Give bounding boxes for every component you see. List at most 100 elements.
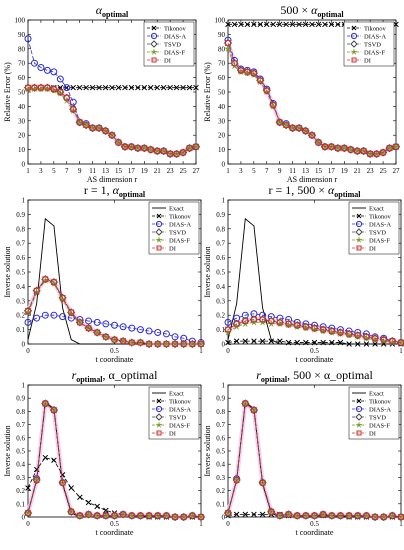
data-point-di	[398, 514, 404, 520]
y-tick-label: 0.1	[16, 500, 25, 508]
data-point-di	[242, 400, 249, 407]
series-group	[223, 399, 404, 522]
data-point-tikonov	[102, 84, 109, 91]
legend-label: DIAS-F	[169, 237, 190, 244]
y-tick-label: 0.8	[216, 225, 225, 233]
data-point-dias-a	[63, 84, 71, 92]
data-point-di	[354, 512, 361, 519]
y-tick-label: 0	[222, 341, 226, 349]
legend-marker-di	[156, 245, 162, 251]
y-tick-label: 0.9	[16, 395, 25, 403]
y-tick-label: 0.7	[16, 421, 25, 429]
data-point-tikonov	[186, 84, 193, 91]
y-tick-label: 40	[18, 103, 26, 111]
data-point-di	[160, 148, 167, 154]
legend-marker-dias-f	[151, 48, 157, 55]
data-point-di	[198, 341, 204, 347]
data-point-di	[89, 125, 96, 131]
x-axis-label: t coordinate	[96, 355, 134, 364]
x-tick-label: 0	[26, 347, 30, 355]
data-point-dias-a	[93, 318, 101, 326]
y-tick-label: 1	[222, 382, 226, 390]
legend-label: TSVD	[164, 41, 181, 48]
data-point-di	[85, 325, 92, 332]
legend-marker-tikonov	[156, 398, 162, 404]
data-point-tikonov	[277, 338, 283, 344]
data-point-di	[283, 122, 290, 129]
legend-marker-tikonov	[356, 398, 362, 404]
data-point-tikonov	[83, 84, 89, 91]
legend-label: TSVD	[369, 414, 386, 421]
legend-label: Tikonov	[369, 398, 392, 405]
data-point-tikonov	[302, 21, 309, 28]
legend-label: DIAS-A	[369, 221, 391, 228]
series-line-di	[28, 87, 197, 155]
legend-marker-dias-a	[355, 220, 363, 228]
legend-box	[348, 386, 400, 440]
legend-label: Exact	[169, 390, 184, 397]
chart-title: r = 1, αoptimal	[84, 183, 146, 199]
data-point-di	[38, 84, 44, 91]
x-tick-label: 23	[367, 167, 375, 175]
legend-label: DIAS-F	[369, 237, 390, 244]
data-point-di	[328, 328, 335, 334]
data-point-di	[328, 143, 335, 150]
x-tick-label: 19	[141, 167, 149, 175]
data-point-dias-a	[50, 68, 58, 76]
legend-marker-dias-a	[355, 405, 363, 413]
data-point-di	[96, 125, 102, 131]
y-tick-label: 10	[18, 146, 26, 154]
data-point-di	[346, 331, 353, 337]
y-tick-label: 0.3	[216, 297, 225, 305]
data-point-tikonov	[148, 84, 154, 91]
data-point-di	[77, 319, 83, 326]
data-point-tikonov	[76, 84, 83, 91]
data-point-tikonov	[25, 485, 31, 491]
y-tick-label: 0.4	[216, 461, 225, 469]
data-point-di	[68, 309, 75, 316]
data-point-di	[302, 323, 309, 330]
x-tick-label: 25	[380, 167, 388, 175]
x-tick-label: 15	[315, 167, 323, 175]
y-tick-label: 1	[222, 197, 226, 205]
y-tick-label: 90	[218, 31, 226, 39]
data-point-di	[337, 329, 344, 336]
data-point-di	[360, 148, 367, 154]
data-point-tikonov	[231, 21, 238, 28]
series-line-tsvd	[28, 87, 197, 155]
data-point-tikonov	[233, 511, 240, 518]
legend-label: DIAS-F	[364, 49, 385, 56]
x-tick-label: 9	[278, 167, 282, 175]
legend-marker-tsvd	[155, 413, 163, 421]
legend-label: DI	[169, 430, 176, 437]
legend-marker-dias-a	[150, 32, 158, 40]
x-tick-label: 27	[393, 167, 401, 175]
x-axis-label: t coordinate	[296, 528, 334, 537]
data-point-tikonov	[51, 457, 57, 463]
x-tick-label: 0.5	[110, 347, 119, 355]
legend-marker-tsvd	[155, 228, 163, 236]
legend-marker-di	[351, 57, 357, 63]
data-point-tikonov	[109, 84, 115, 91]
y-tick-label: 30	[218, 117, 226, 125]
data-point-di	[294, 322, 301, 329]
x-tick-label: 17	[328, 167, 336, 175]
title-suffix: , α_optimal	[102, 368, 158, 382]
legend-label: DIAS-A	[364, 33, 386, 40]
legend-marker-tikonov	[356, 213, 362, 219]
data-point-di	[163, 341, 170, 347]
data-point-di	[85, 511, 92, 518]
data-point-tikonov	[42, 454, 49, 461]
chart-panel-4: r = 1, 500 × αoptimal 0 0.1 0.2 0.3 0.4 0.5 0.6…	[203, 183, 404, 364]
legend-marker-tikonov	[351, 25, 357, 31]
data-point-di	[76, 119, 83, 126]
data-point-di	[33, 477, 40, 483]
data-point-dias-a	[69, 98, 77, 106]
x-tick-label: 25	[180, 167, 188, 175]
legend-label: Tikonov	[364, 25, 387, 32]
data-point-di	[389, 512, 396, 519]
data-point-di	[83, 122, 90, 129]
